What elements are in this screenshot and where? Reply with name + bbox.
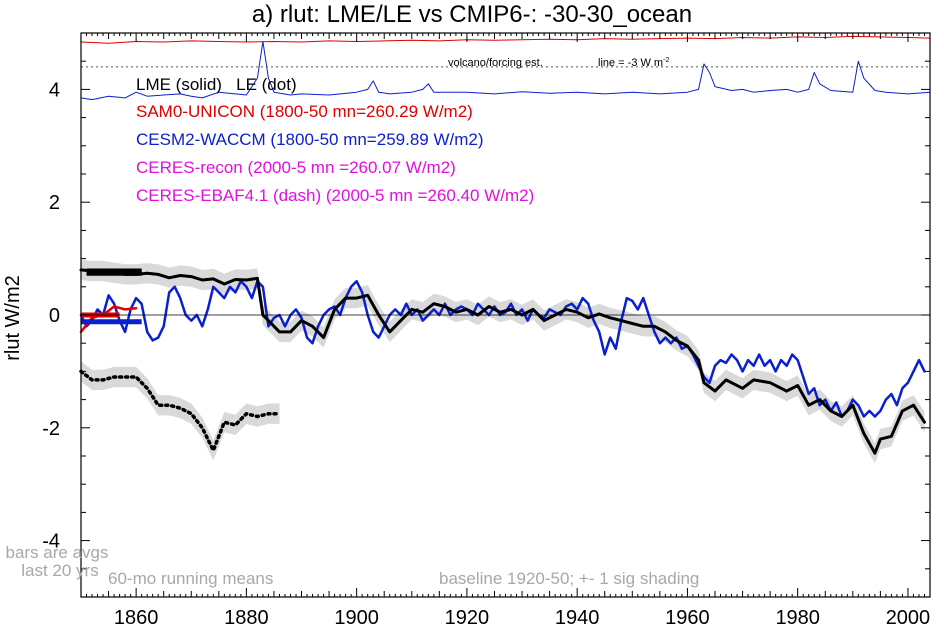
shading-le bbox=[81, 361, 280, 461]
bars-note-line2: last 20 yrs bbox=[21, 561, 98, 580]
running-mean-note: 60-mo running means bbox=[108, 569, 273, 588]
y-tick-label: 2 bbox=[49, 192, 60, 214]
legend-lme-le: LME (solid) LE (dot) bbox=[136, 75, 297, 94]
x-tick-label: 1920 bbox=[445, 607, 490, 629]
line-scale-superscript: -2 bbox=[663, 57, 669, 64]
baseline-note: baseline 1920-50; +- 1 sig shading bbox=[439, 569, 699, 588]
x-tick-label: 1940 bbox=[555, 607, 600, 629]
legend-sam0-unicon: SAM0-UNICON (1800-50 mn=260.29 W/m2) bbox=[136, 102, 473, 121]
legend: LME (solid) LE (dot) SAM0-UNICON (1800-5… bbox=[136, 75, 534, 205]
legend-ceres-recon: CERES-recon (2000-5 mn =260.07 W/m2) bbox=[136, 158, 456, 177]
x-axis: 1860 1880 1900 1920 1940 1960 1980 2000 bbox=[80, 33, 931, 629]
series-line-sam0-unicon-volcano-forcing bbox=[80, 35, 931, 44]
series-line-cesm2-waccm-volcano-forcing bbox=[80, 41, 931, 101]
legend-cesm2-waccm: CESM2-WACCM (1800-50 mn=259.89 W/m2) bbox=[136, 130, 484, 149]
line-scale-text: line = -3 W m bbox=[598, 57, 663, 69]
chart-title: a) rlut: LME/LE vs CMIP6-: -30-30_ocean bbox=[252, 1, 692, 28]
x-tick-label: 1860 bbox=[114, 607, 159, 629]
sig-shading bbox=[81, 259, 925, 464]
x-tick-label: 1960 bbox=[665, 607, 710, 629]
x-tick-label: 1900 bbox=[334, 607, 379, 629]
series-lines bbox=[79, 35, 931, 455]
x-tick-label: 1880 bbox=[224, 607, 269, 629]
y-tick-label: -2 bbox=[42, 418, 60, 440]
y-axis-label: rlut W/m2 bbox=[2, 275, 24, 361]
y-tick-label: 4 bbox=[49, 79, 60, 101]
series-line-lme bbox=[79, 268, 926, 455]
y-axis: -4 -2 0 2 4 bbox=[42, 32, 930, 598]
x-tick-label: 1980 bbox=[775, 607, 820, 629]
volcano-annotation: volcano/forcing est. bbox=[448, 57, 543, 69]
x-tick-label: 2000 bbox=[886, 607, 931, 629]
line-scale-annotation: line = -3 W m-2 bbox=[598, 57, 669, 69]
y-tick-label: 0 bbox=[49, 305, 60, 327]
shading-lme bbox=[81, 259, 925, 464]
series-line-cesm2-waccm bbox=[79, 279, 926, 418]
series-line-le bbox=[79, 369, 282, 453]
y-tick-label: -4 bbox=[42, 531, 60, 553]
bars-note-line1: bars are avgs bbox=[6, 543, 109, 562]
legend-ceres-ebaf: CERES-EBAF4.1 (dash) (2000-5 mn =260.40 … bbox=[136, 186, 534, 205]
